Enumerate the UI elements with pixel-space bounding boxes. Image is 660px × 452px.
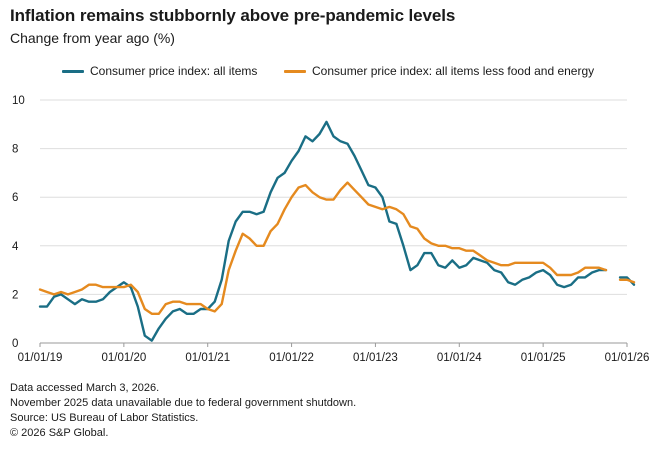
footnotes: Data accessed March 3, 2026. November 20…	[10, 381, 356, 441]
x-tick-label: 01/01/26	[605, 352, 650, 364]
x-tick-label: 01/01/19	[18, 352, 63, 364]
y-tick-label: 2	[12, 289, 18, 301]
footnote-copyright: © 2026 S&P Global.	[10, 427, 109, 439]
y-tick-label: 0	[12, 338, 18, 350]
x-tick-label: 01/01/21	[185, 352, 230, 364]
chart-subtitle: Change from year ago (%)	[10, 30, 175, 46]
chart-title: Inflation remains stubbornly above pre-p…	[10, 6, 456, 25]
footnote-source: Source: US Bureau of Labor Statistics.	[10, 412, 199, 424]
x-tick-label: 01/01/22	[269, 352, 314, 364]
legend-swatch-cpi	[62, 69, 84, 73]
x-tick-label: 01/01/24	[437, 352, 482, 364]
y-tick-label: 8	[12, 144, 18, 156]
series-line-cpi	[38, 120, 608, 342]
legend-item-cpi: Consumer price index: all items	[62, 64, 257, 78]
x-tick-label: 01/01/20	[101, 352, 146, 364]
footnote-accessed: Data accessed March 3, 2026.	[10, 382, 160, 394]
series-lines	[38, 120, 636, 342]
legend-item-core: Consumer price index: all items less foo…	[284, 64, 594, 78]
footnote-shutdown: November 2025 data unavailable due to fe…	[10, 397, 357, 409]
y-tick-label: 4	[12, 241, 19, 253]
series-line-core	[38, 181, 608, 315]
legend-label-core: Consumer price index: all items less foo…	[312, 64, 595, 78]
y-axis-ticks: 0 2 4 6 8 10	[12, 95, 25, 350]
y-tick-label: 6	[12, 192, 18, 204]
x-axis-ticks: 01/01/19 01/01/20 01/01/21 01/01/22 01/01/23…	[18, 343, 650, 364]
y-tick-label: 10	[12, 95, 25, 107]
line-chart: 0 2 4 6 8 10 01/01/19 01/01/20 01/01/21 01/01/22…	[12, 95, 650, 364]
x-tick-label: 01/01/23	[353, 352, 398, 364]
series-line-core-segment-1	[618, 278, 636, 284]
legend-swatch-core	[284, 69, 306, 73]
x-tick-label: 01/01/25	[521, 352, 566, 364]
legend-label-cpi: Consumer price index: all items	[90, 64, 258, 78]
